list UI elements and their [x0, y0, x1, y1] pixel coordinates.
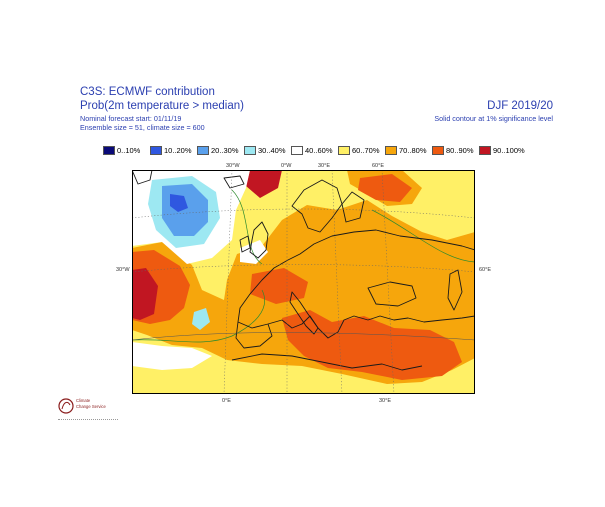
legend-label: 0..10%	[117, 146, 141, 155]
map-canvas	[132, 170, 475, 394]
map-tick-bottom: 0°E	[222, 398, 231, 404]
map-tick-right: 60°E	[479, 267, 491, 273]
legend-label: 60..70%	[352, 146, 380, 155]
legend-swatch	[385, 146, 397, 155]
coastlines	[132, 170, 475, 371]
region-40-60-central	[240, 240, 268, 264]
legend-swatch	[150, 146, 162, 155]
logo-divider	[58, 419, 118, 420]
region-90-100-west	[132, 268, 158, 320]
significance-note: Solid contour at 1% significance level	[434, 114, 553, 123]
map-boundary-line	[132, 332, 475, 341]
legend-swatch	[338, 146, 350, 155]
logo-line-1: Climate	[76, 398, 91, 403]
forecast-start-text: Nominal forecast start: 01/11/19	[80, 114, 182, 123]
legend-label: 90..100%	[493, 146, 525, 155]
region-40-60-south-west	[132, 342, 212, 370]
map-tick-bottom: 30°E	[379, 398, 391, 404]
map-tick-top: 60°E	[372, 163, 384, 169]
ensemble-size-text: Ensemble size = 51, climate size = 600	[80, 123, 205, 132]
probability-map	[132, 170, 475, 394]
legend-label: 20..30%	[211, 146, 239, 155]
region-80-90-east	[282, 310, 462, 380]
significance-contour	[132, 189, 475, 343]
map-title: C3S: ECMWF contribution	[80, 86, 215, 98]
legend-label: 80..90%	[446, 146, 474, 155]
logo-line-2: Change Service	[76, 404, 106, 409]
legend-label: 40..60%	[305, 146, 333, 155]
legend-swatch	[479, 146, 491, 155]
region-10-20	[170, 194, 188, 212]
map-tick-top: 0°W	[281, 163, 292, 169]
ecmwf-logo-icon	[58, 398, 74, 414]
region-90-100-north	[246, 170, 282, 198]
legend-swatch	[103, 146, 115, 155]
map-subtitle: Prob(2m temperature > median)	[80, 100, 244, 112]
region-80-90-north	[358, 174, 412, 202]
map-tick-left: 30°W	[116, 267, 130, 273]
legend-swatch	[432, 146, 444, 155]
legend-swatch	[244, 146, 256, 155]
graticule	[132, 170, 475, 394]
region-30-40-small	[192, 308, 210, 330]
map-tick-top: 30°E	[318, 163, 330, 169]
season-label: DJF 2019/20	[487, 100, 553, 112]
legend-swatch	[197, 146, 209, 155]
legend-label: 70..80%	[399, 146, 427, 155]
legend-swatch	[291, 146, 303, 155]
legend-label: 30..40%	[258, 146, 286, 155]
ecmwf-logo: Climate Change Service	[58, 395, 128, 425]
legend-label: 10..20%	[164, 146, 192, 155]
map-tick-top: 30°W	[226, 163, 240, 169]
map-frame	[132, 170, 475, 394]
